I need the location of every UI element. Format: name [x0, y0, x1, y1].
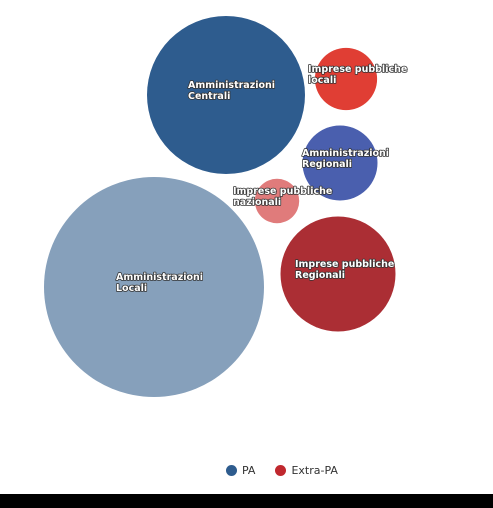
- bubble-label: Amministrazioni Locali: [116, 272, 203, 294]
- legend-label-extra-pa: Extra-PA: [291, 464, 338, 477]
- bubble-chart: Amministrazioni Centrali Amministrazioni Re…: [44, 16, 408, 397]
- legend-item-pa[interactable]: PA: [226, 464, 255, 477]
- bubble-label: Imprese pubbliche locali: [308, 64, 407, 86]
- legend-swatch-extra-pa: [275, 465, 287, 476]
- legend-label-pa: PA: [242, 464, 256, 477]
- bubble-amministrazioni-centrali[interactable]: [147, 16, 305, 174]
- bubble-amministrazioni-locali[interactable]: [44, 177, 264, 397]
- bubble-imprese-pubbliche-locali[interactable]: [314, 47, 378, 111]
- bubble-label: Imprese pubbliche nazionali: [233, 186, 332, 208]
- bottom-bar: [0, 494, 493, 508]
- legend-swatch-pa: [226, 465, 237, 476]
- bubble-label: Amministrazioni Regionali: [302, 148, 389, 170]
- legend: PA Extra-PA: [226, 464, 358, 477]
- bubble-amministrazioni-regionali[interactable]: [302, 125, 378, 201]
- bubble-label: Imprese pubbliche Regionali: [295, 259, 394, 281]
- legend-item-extra-pa[interactable]: Extra-PA: [275, 464, 338, 477]
- bubble-label: Amministrazioni Centrali: [188, 80, 275, 102]
- bubble-imprese-pubbliche-regionali[interactable]: [280, 216, 396, 332]
- bubble-imprese-pubbliche-nazionali[interactable]: [254, 178, 300, 224]
